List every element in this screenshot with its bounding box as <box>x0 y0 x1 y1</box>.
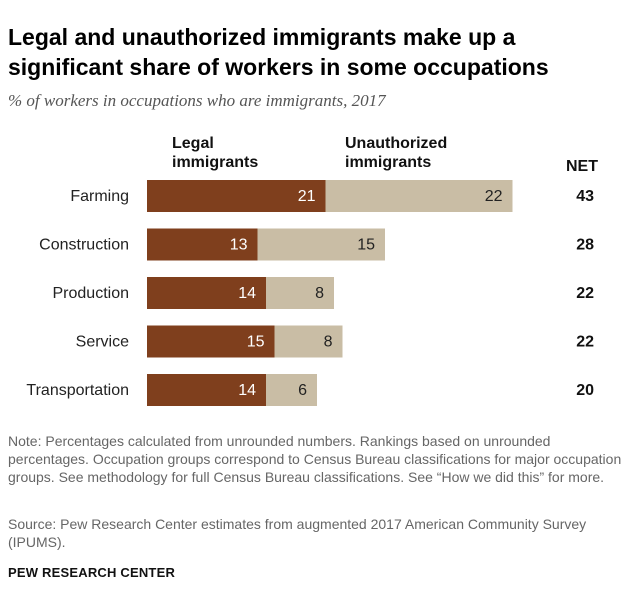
net-value: 20 <box>576 382 594 399</box>
data-label-unauthorized: 6 <box>298 382 307 399</box>
legend-legal-line2: immigrants <box>172 154 259 171</box>
footnote: Note: Percentages calculated from unroun… <box>8 433 622 485</box>
net-value: 22 <box>576 334 594 351</box>
bar-unauthorized <box>257 228 385 261</box>
bar-legal <box>147 325 275 358</box>
bar-unauthorized <box>266 374 317 406</box>
data-label-unauthorized: 8 <box>315 285 324 302</box>
chart-subtitle: % of workers in occupations who are immi… <box>8 91 386 110</box>
category-label: Production <box>53 285 130 302</box>
data-label-unauthorized: 15 <box>357 237 375 254</box>
category-label: Transportation <box>26 382 129 399</box>
bar-legal <box>147 277 266 309</box>
stacked-bar-chart: Farming 21 22 43 Construction 13 15 28 Productio… <box>26 180 594 406</box>
net-column-header: NET <box>566 158 598 175</box>
legend-legal: Legal immigrants <box>172 134 258 172</box>
legend-unauth-line1: Unauthorized <box>345 135 448 152</box>
brand-label: PEW RESEARCH CENTER <box>8 565 176 580</box>
bar-unauthorized <box>274 325 343 358</box>
bar-unauthorized <box>266 277 334 309</box>
category-label: Service <box>76 334 129 351</box>
chart-title: Legal and unauthorized immigrants make u… <box>8 24 549 80</box>
bar-legal <box>147 228 258 261</box>
data-label-legal: 13 <box>230 237 248 254</box>
legend-unauthorized: Unauthorized immigrants <box>345 134 447 172</box>
net-value: 28 <box>576 237 594 254</box>
bar-unauthorized <box>325 180 513 212</box>
category-label: Farming <box>70 188 129 205</box>
source-note: Source: Pew Research Center estimates fr… <box>8 516 587 550</box>
data-label-legal: 15 <box>247 334 265 351</box>
data-label-unauthorized: 8 <box>324 334 333 351</box>
category-label: Construction <box>39 237 129 254</box>
legend-legal-line1: Legal <box>172 135 214 152</box>
data-label-legal: 14 <box>238 285 256 302</box>
net-value: 22 <box>576 285 594 302</box>
net-value: 43 <box>576 188 594 205</box>
data-label-legal: 21 <box>298 188 316 205</box>
legend-unauth-line2: immigrants <box>345 154 432 171</box>
bar-legal <box>147 180 326 212</box>
data-label-unauthorized: 22 <box>485 188 503 205</box>
data-label-legal: 14 <box>238 382 256 399</box>
bar-legal <box>147 374 266 406</box>
